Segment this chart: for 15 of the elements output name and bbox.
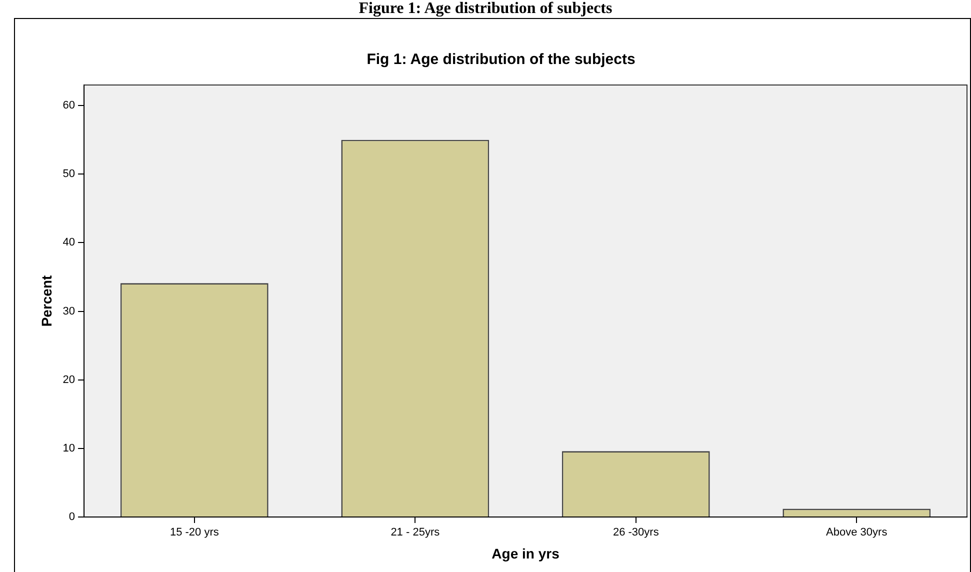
y-tick-label: 10: [62, 442, 76, 454]
y-tick-label: 30: [62, 305, 76, 318]
y-tick-label: 50: [62, 168, 76, 180]
chart-title: Fig 1: Age distribution of the subjects: [366, 51, 636, 68]
y-axis-title: Percent: [38, 274, 54, 327]
x-tick-label: 15 -20 yrs: [170, 526, 220, 539]
y-tick-label: 20: [62, 374, 76, 386]
x-tick-label: 26 -30yrs: [612, 526, 660, 539]
y-tick-label: 40: [62, 236, 76, 249]
caption: Figure 1: Age distribution of subjects: [358, 0, 614, 18]
x-tick-label: 21 - 25yrs: [390, 526, 440, 539]
x-tick-label: Above 30yrs: [826, 526, 888, 539]
y-tick-label: 0: [68, 511, 76, 524]
y-tick-label: 60: [62, 100, 76, 112]
x-axis-title: Age in yrs: [492, 545, 560, 562]
